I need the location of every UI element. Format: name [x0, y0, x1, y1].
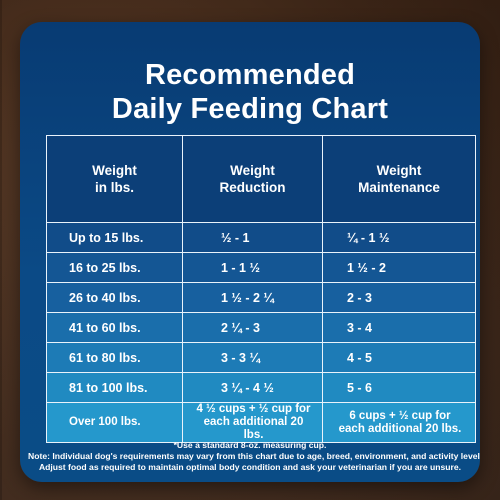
cell-reduction: 4 ½ cups + ½ cup for each additional 20 … [182, 402, 323, 443]
cell-weight: 81 to 100 lbs. [46, 372, 183, 403]
cell-reduction: ½ - 1 [182, 222, 323, 253]
cell-weight: 16 to 25 lbs. [46, 252, 183, 283]
disclaimer-line-1: Note: Individual dog's requirements may … [28, 451, 480, 461]
cell-reduction: 1 - 1 ½ [182, 252, 323, 283]
feeding-table: Weight in lbs. Weight Reduction Weight M… [46, 135, 476, 443]
measuring-cup-note: *Use a standard 8-oz. measuring cup. [173, 440, 327, 450]
table-row: 26 to 40 lbs. 1 ½ - 2 ¼ 2 - 3 [46, 282, 476, 313]
page-title: Recommended Daily Feeding Chart [20, 58, 480, 126]
table-row: Up to 15 lbs. ½ - 1 ¼ - 1 ½ [46, 222, 476, 253]
cell-maintenance: ¼ - 1 ½ [322, 222, 476, 253]
cell-reduction: 2 ¼ - 3 [182, 312, 323, 343]
disclaimer-note: Note: Individual dog's requirements may … [28, 451, 480, 473]
cell-weight: Up to 15 lbs. [46, 222, 183, 253]
header-weight: Weight in lbs. [46, 135, 183, 223]
cell-maintenance: 2 - 3 [322, 282, 476, 313]
cell-reduction: 1 ½ - 2 ¼ [182, 282, 323, 313]
title-line-1: Recommended [144, 59, 356, 91]
title-line-2: Daily Feeding Chart [111, 93, 389, 125]
table-row: 41 to 60 lbs. 2 ¼ - 3 3 - 4 [46, 312, 476, 343]
table-row: Over 100 lbs. 4 ½ cups + ½ cup for each … [46, 402, 476, 443]
cell-maintenance: 3 - 4 [322, 312, 476, 343]
cell-maintenance: 1 ½ - 2 [322, 252, 476, 283]
header-maintenance: Weight Maintenance [322, 135, 476, 223]
table-row: 61 to 80 lbs. 3 - 3 ¼ 4 - 5 [46, 342, 476, 373]
cell-reduction: 3 - 3 ¼ [182, 342, 323, 373]
cell-weight: 61 to 80 lbs. [46, 342, 183, 373]
cell-reduction: 3 ¼ - 4 ½ [182, 372, 323, 403]
cell-weight: Over 100 lbs. [46, 402, 183, 443]
table-header-row: Weight in lbs. Weight Reduction Weight M… [46, 135, 476, 223]
cell-maintenance: 6 cups + ½ cup for each additional 20 lb… [322, 402, 476, 443]
table-row: 81 to 100 lbs. 3 ¼ - 4 ½ 5 - 6 [46, 372, 476, 403]
cell-weight: 41 to 60 lbs. [46, 312, 183, 343]
header-reduction: Weight Reduction [182, 135, 323, 223]
disclaimer-line-2: Adjust food as required to maintain opti… [38, 462, 462, 472]
cell-maintenance: 5 - 6 [322, 372, 476, 403]
table-row: 16 to 25 lbs. 1 - 1 ½ 1 ½ - 2 [46, 252, 476, 283]
cell-weight: 26 to 40 lbs. [46, 282, 183, 313]
feeding-chart-card: Recommended Daily Feeding Chart Weight i… [20, 22, 480, 482]
cell-maintenance: 4 - 5 [322, 342, 476, 373]
